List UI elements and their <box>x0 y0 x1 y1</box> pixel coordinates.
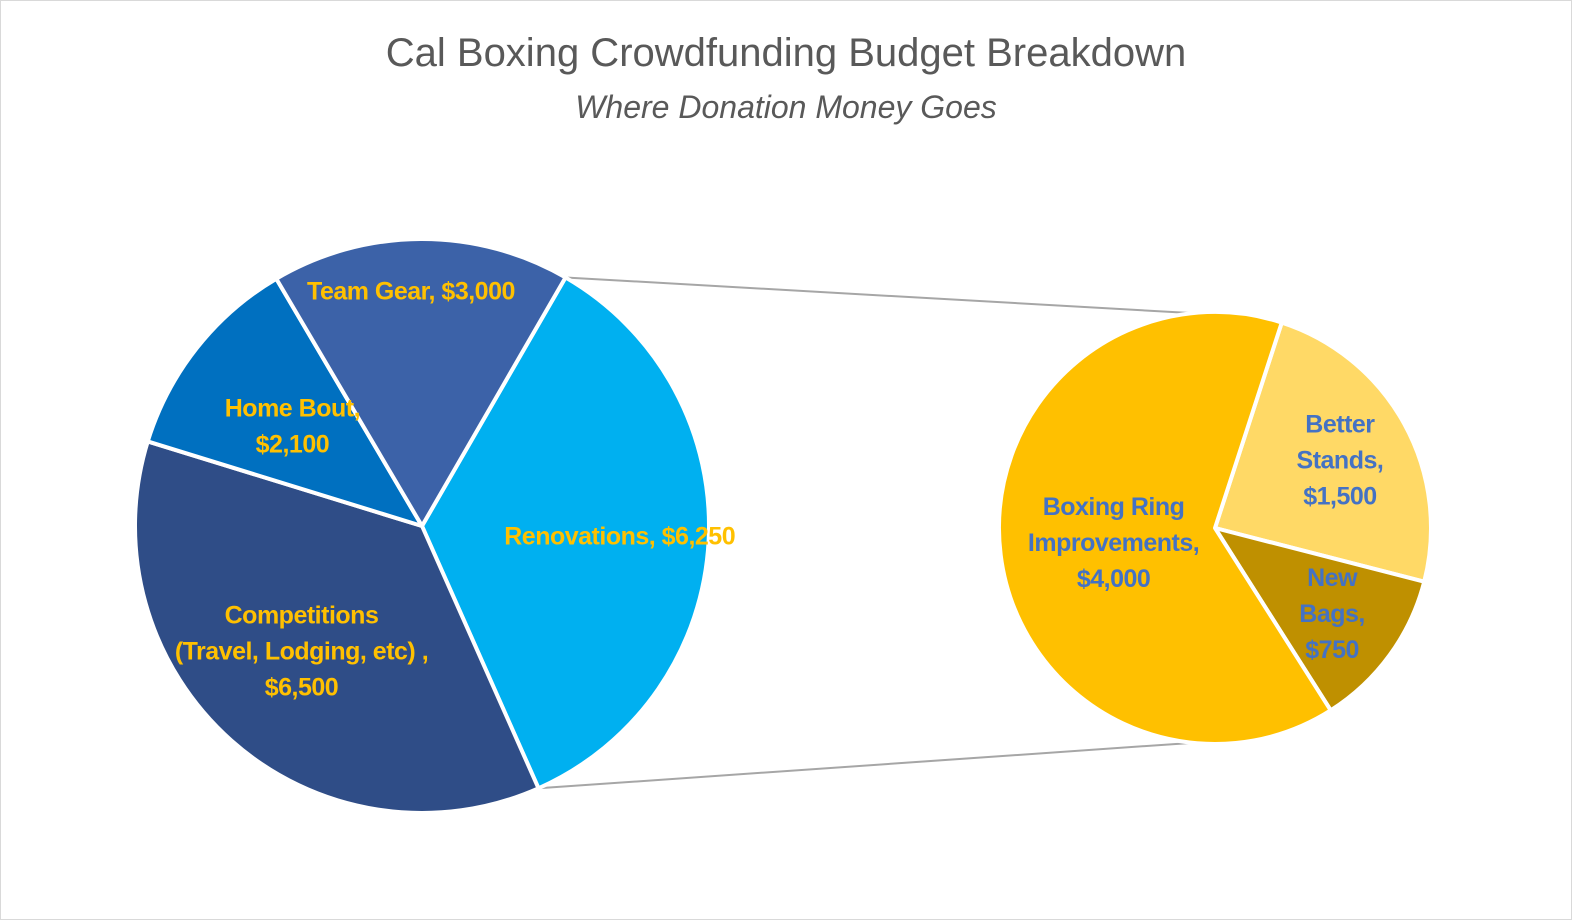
secondary-pie-slice-boxing-ring-improvements <box>997 310 1333 746</box>
connector-line-top <box>565 276 1193 315</box>
connector-line-bottom <box>538 741 1193 790</box>
main-pie-slice-team-gear <box>274 237 568 528</box>
main-pie-label-home-bout: Home Bout, $2,100 <box>225 395 360 459</box>
main-pie-slice-competitions-travel-lodging-etc <box>133 439 541 815</box>
secondary-pie-label-boxing-ring-improvements: Boxing Ring Improvements, $4,000 <box>1028 493 1199 593</box>
main-pie-label-competitions-travel-lodging-etc: Competitions (Travel, Lodging, etc) , $6,5… <box>175 601 428 701</box>
main-pie-label-team-gear: Team Gear, $3,000 <box>307 278 515 306</box>
chart-subtitle: Where Donation Money Goes <box>575 89 997 125</box>
main-pie-label-renovations: Renovations, $6,250 <box>504 522 735 550</box>
chart-title: Cal Boxing Crowdfunding Budget Breakdown <box>385 31 1187 75</box>
main-pie-slice-home-bout <box>145 276 424 528</box>
secondary-pie-slice-new-bags <box>1213 526 1427 713</box>
secondary-pie-slice-better-stands <box>1213 320 1433 584</box>
secondary-pie-label-new-bags: New Bags, $750 <box>1299 564 1365 664</box>
secondary-pie-label-better-stands: Better Stands, $1,500 <box>1297 410 1384 510</box>
